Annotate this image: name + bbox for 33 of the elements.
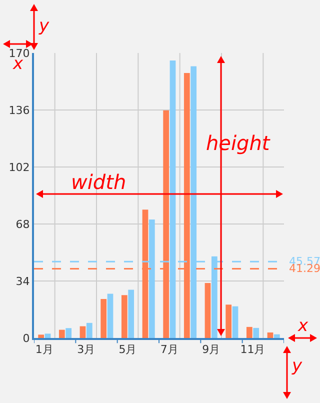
bar	[58, 330, 65, 338]
bar	[66, 328, 72, 338]
x-tick-label: 11月	[240, 343, 266, 356]
bar	[232, 306, 238, 338]
bar	[80, 326, 86, 338]
bar	[44, 334, 51, 338]
bar	[246, 326, 252, 338]
bar	[274, 334, 280, 338]
bar	[100, 298, 107, 338]
y-tick-label: 0	[22, 332, 30, 345]
x-tick-label: 9月	[202, 343, 220, 356]
x-tick-label: 1月	[35, 343, 54, 356]
text: y	[291, 356, 303, 376]
text: x	[297, 316, 309, 336]
bar	[128, 290, 134, 338]
y-tick-label: 68	[16, 218, 30, 231]
bar	[204, 283, 211, 338]
bar	[226, 304, 232, 338]
x-tick-label: 7月	[160, 343, 178, 356]
annotation: width	[71, 170, 126, 194]
x-tick-label: 5月	[118, 343, 137, 356]
y-tick-label: 34	[16, 274, 30, 288]
y-tick-label: 136	[8, 104, 30, 117]
bar	[121, 295, 128, 338]
bar	[253, 328, 260, 338]
bar	[267, 332, 274, 338]
y-tick-label: 102	[8, 160, 30, 174]
bar	[86, 322, 92, 338]
bar	[107, 294, 114, 338]
text: y	[38, 16, 50, 36]
x-tick-label: 3月	[77, 343, 96, 356]
ref-line-label: 41.29	[289, 262, 320, 275]
bar	[38, 334, 44, 338]
